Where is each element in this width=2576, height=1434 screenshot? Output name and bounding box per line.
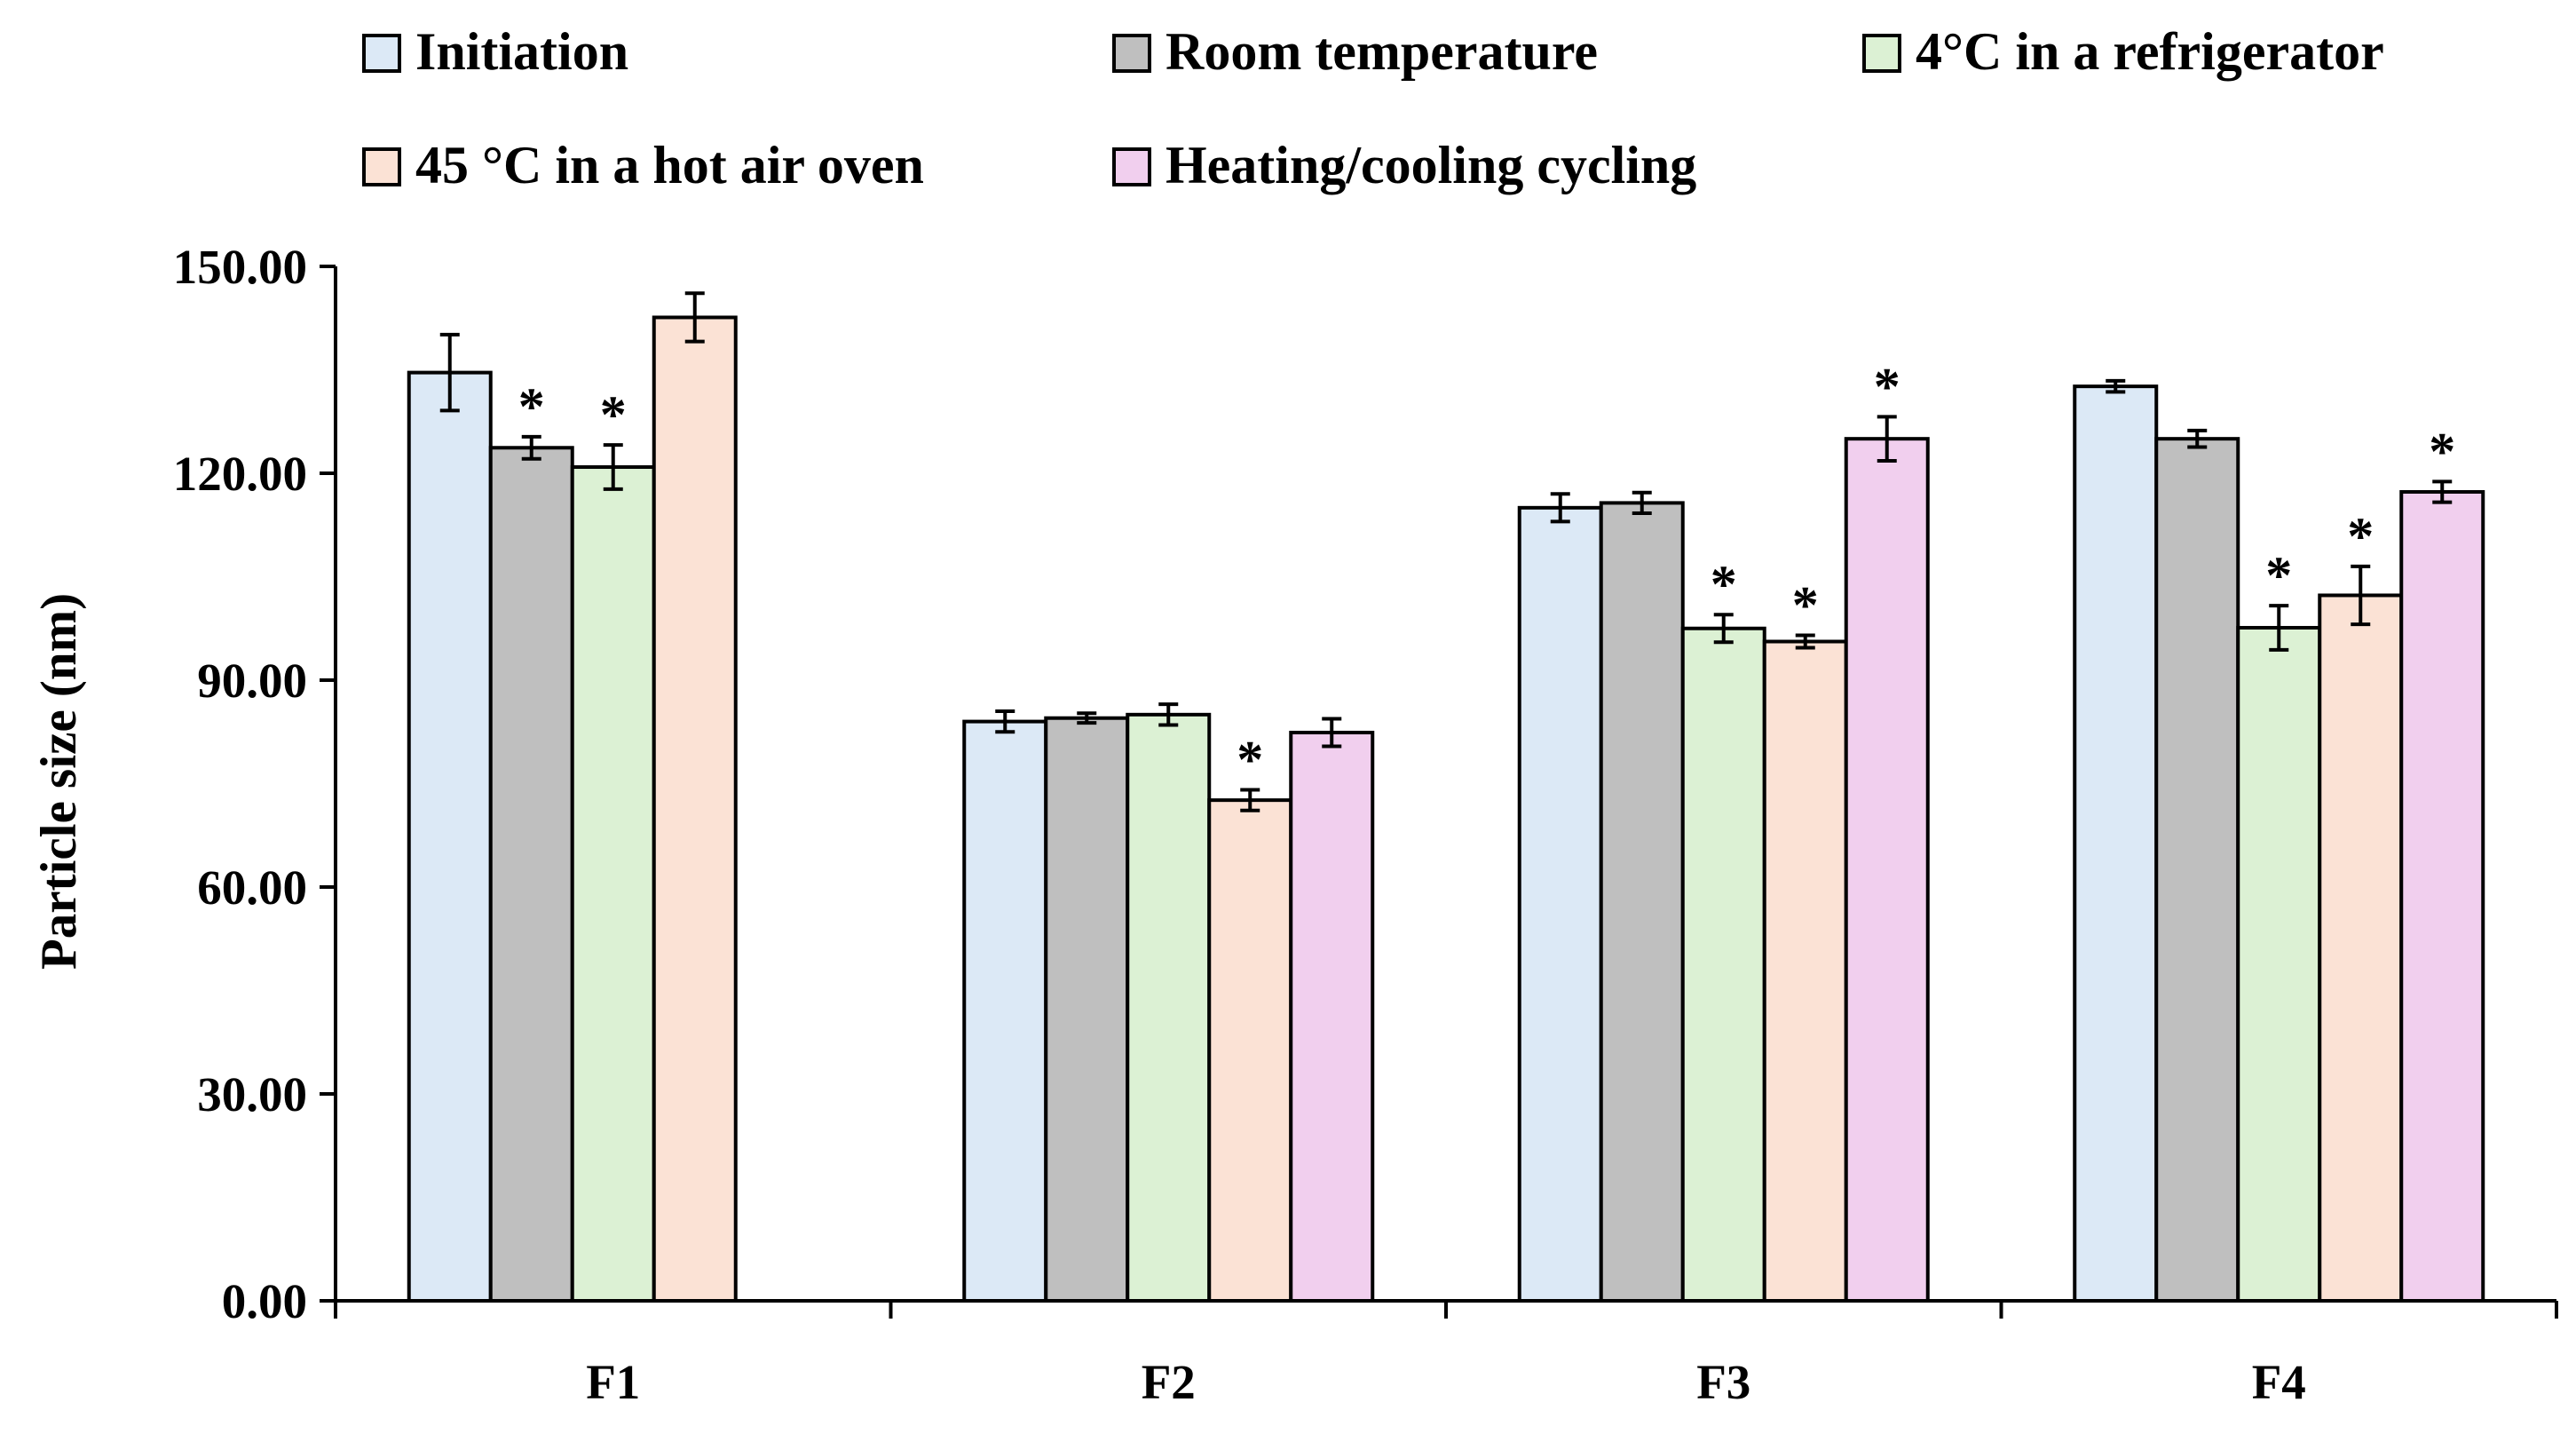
bars-group (407, 315, 2485, 1303)
bar-f4-series-0 (2073, 384, 2159, 1303)
legend-swatch-1 (1112, 34, 1151, 73)
significance-mark-f1-series-1: * (518, 377, 545, 436)
y-tick-label-3: 90.00 (197, 654, 307, 708)
y-tick-label-2: 60.00 (197, 860, 307, 915)
x-tick-label-f3: F3 (1696, 1355, 1750, 1409)
bar-f4-series-2 (2236, 625, 2322, 1303)
y-tick-label-0: 0.00 (222, 1274, 307, 1328)
significance-mark-f4-series-2: * (2265, 546, 2292, 605)
y-tick-label-4: 120.00 (173, 447, 307, 501)
x-tick-label-f1: F1 (586, 1355, 640, 1409)
bar-f1-series-1 (488, 446, 574, 1303)
bar-f2-series-1 (1044, 716, 1130, 1303)
significance-mark-f2-series-3: * (1237, 730, 1263, 788)
significance-mark-f4-series-3: * (2347, 507, 2374, 566)
legend-swatch-3 (362, 147, 401, 186)
y-tick-label-5: 150.00 (173, 240, 307, 294)
bar-f4-series-3 (2318, 593, 2404, 1303)
bar-f3-series-3 (1762, 639, 1848, 1303)
significance-mark-f3-series-2: * (1711, 555, 1737, 614)
bar-f3-series-1 (1599, 501, 1685, 1303)
y-axis-title: Particle size (nm) (31, 593, 87, 970)
x-tick-label-f2: F2 (1142, 1355, 1196, 1409)
y-tick-label-1: 30.00 (197, 1067, 307, 1121)
significance-marks-group: * * * * * * * * * (518, 357, 2456, 788)
legend-label-0: Initiation (415, 22, 628, 81)
significance-mark-f3-series-3: * (1792, 576, 1819, 635)
bar-f1-series-3 (652, 315, 738, 1303)
bar-f2-series-4 (1289, 731, 1375, 1303)
legend-label-2: 4°C in a refrigerator (1916, 22, 2384, 81)
bar-f2-series-2 (1126, 712, 1212, 1303)
axes: F1 F2 F3 F4 0.00 30.00 60.00 90.00 120.00 150.00 (173, 240, 2558, 1409)
significance-mark-f1-series-2: * (600, 385, 627, 444)
legend-label-4: Heating/cooling cycling (1166, 136, 1696, 194)
x-tick-label-f4: F4 (2252, 1355, 2306, 1409)
bar-f3-series-0 (1517, 505, 1603, 1303)
legend-swatch-0 (362, 34, 401, 73)
bar-f3-series-4 (1844, 437, 1930, 1303)
bar-f4-series-4 (2399, 489, 2485, 1303)
bar-f1-series-0 (407, 370, 493, 1303)
legend-label-1: Room temperature (1166, 22, 1598, 81)
legend-label-3: 45 °C in a hot air oven (415, 136, 924, 194)
bar-f4-series-1 (2154, 437, 2240, 1303)
error-bars-group (439, 291, 2453, 812)
bar-f3-series-2 (1680, 626, 1766, 1303)
legend: Initiation Room temperature 4°C in a refri… (362, 22, 2384, 194)
bar-f2-series-3 (1207, 798, 1293, 1303)
bar-f1-series-2 (570, 465, 656, 1303)
legend-swatch-4 (1112, 147, 1151, 186)
bar-f2-series-0 (962, 719, 1048, 1303)
significance-mark-f4-series-4: * (2429, 422, 2455, 480)
significance-mark-f3-series-4: * (1874, 357, 1900, 416)
legend-swatch-2 (1862, 34, 1901, 73)
